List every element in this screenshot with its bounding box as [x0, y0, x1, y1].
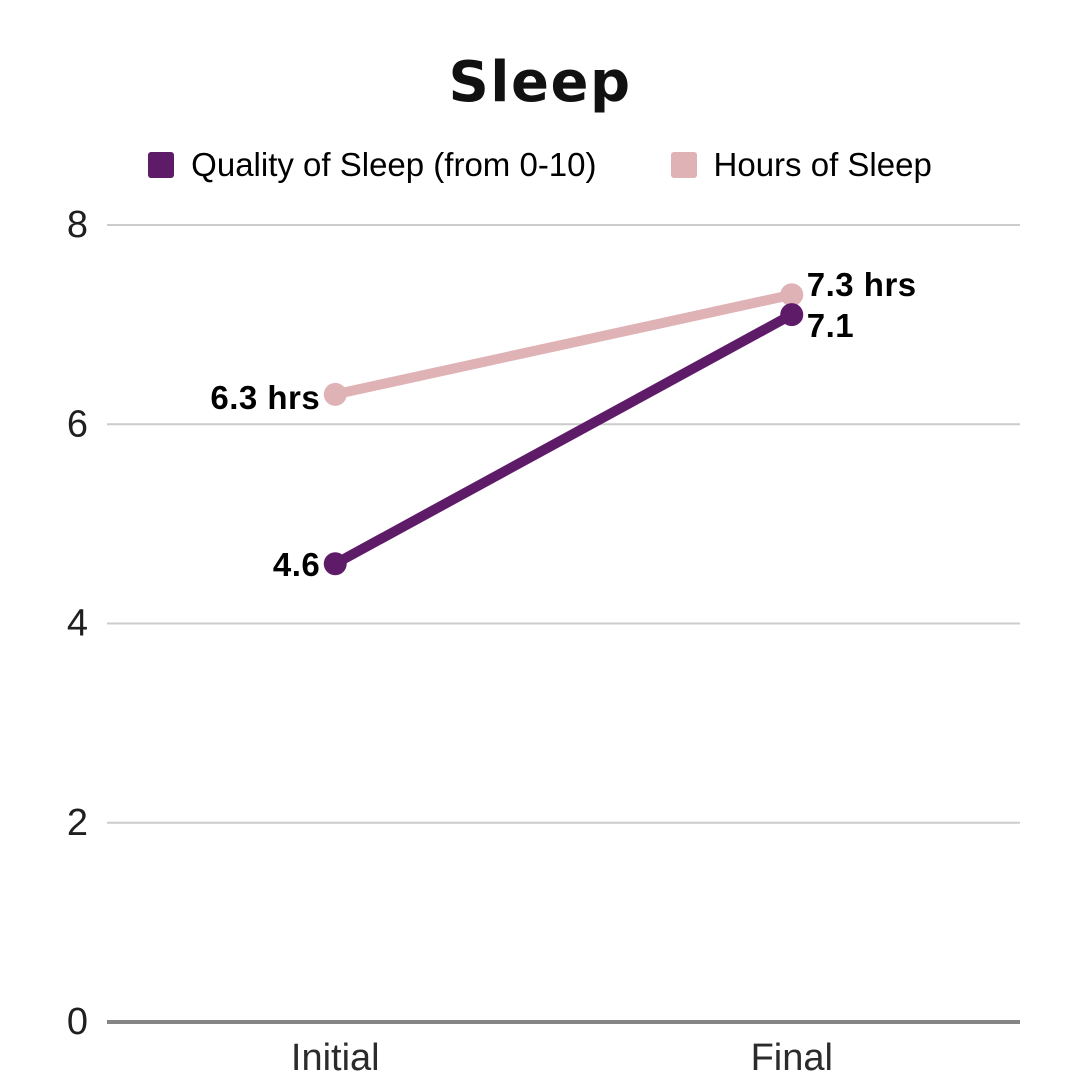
y-tick-label: 0 [67, 1001, 88, 1043]
legend-label-quality-of-sleep: Quality of Sleep (from 0-10) [191, 146, 597, 183]
legend-item-hours-of-sleep: Hours of Sleep [670, 146, 932, 184]
data-point-label: 7.1 [807, 307, 854, 344]
data-point [323, 382, 347, 406]
data-point-label: 6.3 hrs [210, 379, 320, 416]
legend-item-quality-of-sleep: Quality of Sleep (from 0-10) [148, 146, 597, 184]
x-category-label: Initial [291, 1037, 380, 1079]
legend-swatch-hours-of-sleep-icon [670, 152, 697, 178]
data-point [323, 552, 347, 576]
legend: Quality of Sleep (from 0-10) Hours of Sl… [0, 146, 1080, 184]
y-tick-label: 4 [67, 603, 88, 645]
y-tick-label: 6 [67, 403, 88, 445]
data-point [780, 303, 804, 327]
data-point-label: 7.3 hrs [807, 266, 917, 303]
chart-title: Sleep [448, 50, 632, 115]
data-point-label: 4.6 [273, 546, 320, 583]
y-tick-label: 2 [67, 802, 88, 844]
x-category-label: Final [751, 1037, 833, 1079]
data-point [780, 283, 804, 307]
legend-swatch-quality-of-sleep-icon [148, 152, 175, 178]
y-tick-label: 8 [67, 204, 88, 246]
series-line-0 [330, 289, 797, 400]
series-line-1 [330, 309, 797, 569]
legend-label-hours-of-sleep: Hours of Sleep [713, 146, 932, 183]
